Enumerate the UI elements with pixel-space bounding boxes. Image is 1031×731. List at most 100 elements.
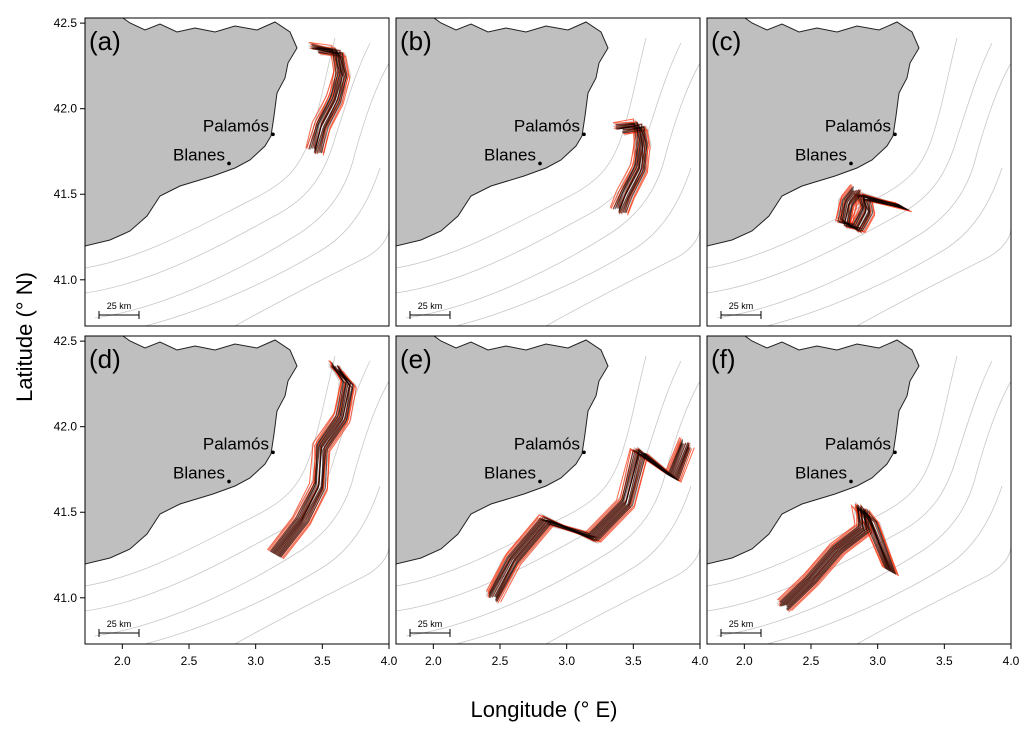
panel-frame xyxy=(706,17,1012,327)
y-tick-label: 41.0 xyxy=(54,591,78,605)
city-marker xyxy=(538,161,542,166)
city-marker xyxy=(849,161,853,166)
x-tick-label: 3.5 xyxy=(936,654,953,668)
panel-frame xyxy=(84,17,390,327)
y-tick-label: 42.5 xyxy=(54,334,78,348)
trajectory-line xyxy=(314,47,344,153)
city-marker xyxy=(582,450,586,455)
x-tick-label: 2.0 xyxy=(114,654,131,668)
city-label: Blanes xyxy=(484,145,536,164)
isobath-line xyxy=(455,167,692,326)
isobath-line xyxy=(545,545,700,644)
trajectory-line xyxy=(270,363,345,553)
city-marker xyxy=(893,132,897,137)
trajectory-line xyxy=(279,369,354,558)
panel-label: (c) xyxy=(711,26,741,56)
coastline-land xyxy=(396,18,609,247)
coastline-land xyxy=(85,336,298,565)
y-tick-label: 42.5 xyxy=(54,16,78,30)
panel-label: (b) xyxy=(400,26,432,56)
map-panel: Palamós Blanes (e) 25 km xyxy=(395,335,701,645)
city-marker xyxy=(538,479,542,484)
panel-label: (d) xyxy=(89,344,121,374)
panel-label: (f) xyxy=(711,344,736,374)
isobath-line xyxy=(405,62,700,319)
panel-label: (e) xyxy=(400,344,432,374)
x-tick-label: 4.0 xyxy=(381,654,398,668)
panel-frame xyxy=(706,335,1012,645)
x-tick-label: 2.0 xyxy=(736,654,753,668)
trajectory-line xyxy=(305,41,336,148)
trajectory-line xyxy=(622,126,648,213)
y-axis-title: Latitude (° N) xyxy=(12,272,37,402)
isobath-line xyxy=(766,167,1003,326)
panel-frame xyxy=(395,17,701,327)
trajectory-line xyxy=(311,46,338,149)
isobath-line xyxy=(94,380,389,637)
city-label: Blanes xyxy=(173,463,225,482)
trajectory-line xyxy=(319,51,347,154)
y-tick-label: 42.0 xyxy=(54,420,78,434)
x-tick-labels: 2.0 2.5 3.0 3.5 4.0 2.0 2.5 3.0 3.5 4.0 2.0 2.5 3.0 3… xyxy=(114,644,1020,668)
isobath-line xyxy=(144,167,381,326)
isobath-line xyxy=(707,37,958,269)
x-tick-label: 4.0 xyxy=(1003,654,1020,668)
scale-bar: 25 km xyxy=(98,301,140,319)
trajectory-line xyxy=(317,50,345,153)
y-tick-label: 42.0 xyxy=(54,102,78,116)
scale-bar-label: 25 km xyxy=(418,619,443,629)
trajectory-line xyxy=(612,122,637,210)
city-marker xyxy=(893,450,897,455)
panel-frame xyxy=(395,335,701,645)
x-tick-label: 2.5 xyxy=(181,654,198,668)
isobath-line xyxy=(707,355,958,587)
trajectory-line xyxy=(277,367,351,557)
scale-bar: 25 km xyxy=(409,619,451,637)
coastline-land xyxy=(707,336,920,565)
isobath-line xyxy=(94,62,389,319)
trajectory-line xyxy=(618,123,644,213)
scale-bar-label: 25 km xyxy=(418,301,443,311)
x-tick-label: 2.0 xyxy=(425,654,442,668)
city-marker xyxy=(582,132,586,137)
trajectory-line xyxy=(281,371,354,559)
x-tick-label: 2.5 xyxy=(803,654,820,668)
scale-bar: 25 km xyxy=(720,301,762,319)
isobath-line xyxy=(85,37,336,269)
trajectory-line xyxy=(615,122,642,209)
trajectory-line xyxy=(615,121,639,209)
city-marker xyxy=(227,161,231,166)
map-panel: Palamós Blanes (f) 25 km xyxy=(706,335,1012,645)
isobath-line xyxy=(856,545,1011,644)
isobath-line xyxy=(234,545,389,644)
scale-bar-label: 25 km xyxy=(107,619,132,629)
trajectory-line xyxy=(619,126,644,214)
isobath-line xyxy=(545,227,700,326)
trajectory-line xyxy=(609,118,636,208)
isobath-line xyxy=(405,380,700,637)
panel-grid: Palamós Blanes (a) 25 km Palamós Blanes (b) 25 … xyxy=(84,17,1012,645)
scale-bar: 25 km xyxy=(720,619,762,637)
city-label: Palamós xyxy=(203,116,269,135)
panel-frame xyxy=(84,335,390,645)
city-label: Palamós xyxy=(514,116,580,135)
coastline-land xyxy=(85,18,298,247)
city-marker xyxy=(271,450,275,455)
scale-bar-label: 25 km xyxy=(729,619,754,629)
city-label: Blanes xyxy=(795,145,847,164)
isobath-line xyxy=(716,380,1011,637)
isobath-line xyxy=(396,37,647,269)
trajectory-line xyxy=(787,508,897,611)
scale-bar: 25 km xyxy=(98,619,140,637)
x-tick-label: 3.0 xyxy=(869,654,886,668)
panel-label: (a) xyxy=(89,26,121,56)
trajectory-line xyxy=(846,190,907,232)
trajectory-line xyxy=(317,51,348,153)
isobath-line xyxy=(396,355,647,587)
trajectory-line xyxy=(621,125,645,213)
y-tick-labels: 41.0 41.5 42.0 42.5 41.0 41.5 42.0 42.5 xyxy=(54,16,85,605)
isobath-line xyxy=(144,485,381,644)
trajectory-line xyxy=(496,447,691,602)
trajectory-line xyxy=(267,360,340,551)
